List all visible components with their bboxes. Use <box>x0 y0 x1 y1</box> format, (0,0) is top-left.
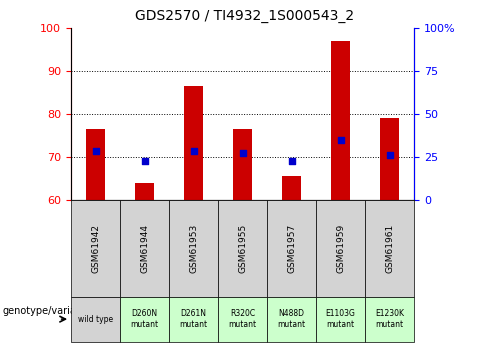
Text: R320C
mutant: R320C mutant <box>228 309 257 329</box>
Bar <box>331 41 350 200</box>
Text: GSM61961: GSM61961 <box>385 224 394 273</box>
Text: genotype/variation: genotype/variation <box>2 306 95 315</box>
Text: E1103G
mutant: E1103G mutant <box>326 309 355 329</box>
Text: GSM61953: GSM61953 <box>189 224 198 273</box>
Bar <box>135 183 154 200</box>
Text: GSM61957: GSM61957 <box>287 224 296 273</box>
Point <box>190 148 197 153</box>
Text: wild type: wild type <box>78 315 113 324</box>
Point <box>288 159 295 164</box>
Point <box>141 159 148 164</box>
Text: D260N
mutant: D260N mutant <box>130 309 159 329</box>
Bar <box>282 176 301 200</box>
Text: GDS2570 / TI4932_1S000543_2: GDS2570 / TI4932_1S000543_2 <box>135 9 355 23</box>
Bar <box>233 129 252 200</box>
Text: D261N
mutant: D261N mutant <box>179 309 208 329</box>
Text: E1230K
mutant: E1230K mutant <box>375 309 404 329</box>
Text: GSM61942: GSM61942 <box>91 224 100 273</box>
Text: GSM61959: GSM61959 <box>336 224 345 273</box>
Point <box>337 137 344 142</box>
Text: GSM61944: GSM61944 <box>140 224 149 273</box>
Bar <box>380 118 399 200</box>
Text: N488D
mutant: N488D mutant <box>277 309 306 329</box>
Text: GSM61955: GSM61955 <box>238 224 247 273</box>
Point <box>239 150 246 155</box>
Point <box>386 152 393 158</box>
Bar <box>86 129 105 200</box>
Point <box>92 148 99 153</box>
Bar <box>184 86 203 200</box>
